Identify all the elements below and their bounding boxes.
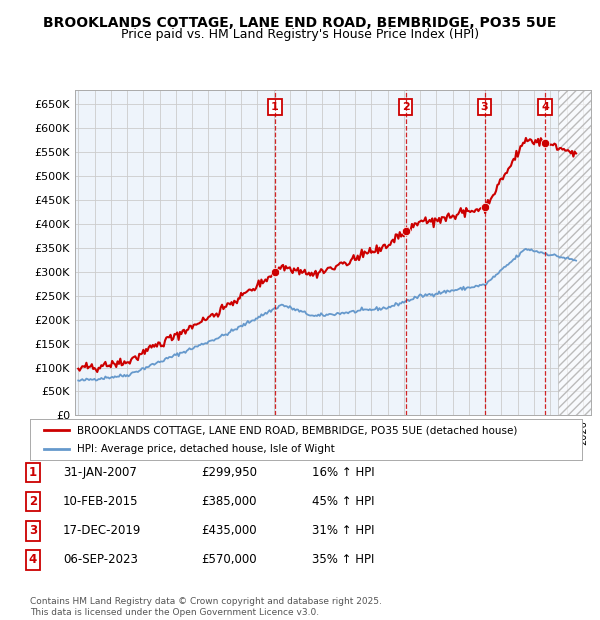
Text: £570,000: £570,000 xyxy=(201,554,257,566)
Text: 10-FEB-2015: 10-FEB-2015 xyxy=(63,495,139,508)
Text: 1: 1 xyxy=(271,102,279,112)
Text: BROOKLANDS COTTAGE, LANE END ROAD, BEMBRIDGE, PO35 5UE: BROOKLANDS COTTAGE, LANE END ROAD, BEMBR… xyxy=(43,16,557,30)
Text: 45% ↑ HPI: 45% ↑ HPI xyxy=(312,495,374,508)
Text: 31-JAN-2007: 31-JAN-2007 xyxy=(63,466,137,479)
Text: 06-SEP-2023: 06-SEP-2023 xyxy=(63,554,138,566)
Text: 31% ↑ HPI: 31% ↑ HPI xyxy=(312,525,374,537)
Text: Price paid vs. HM Land Registry's House Price Index (HPI): Price paid vs. HM Land Registry's House … xyxy=(121,28,479,41)
Text: 35% ↑ HPI: 35% ↑ HPI xyxy=(312,554,374,566)
Text: £435,000: £435,000 xyxy=(201,525,257,537)
Text: 1: 1 xyxy=(29,466,37,479)
Text: 2: 2 xyxy=(29,495,37,508)
Text: HPI: Average price, detached house, Isle of Wight: HPI: Average price, detached house, Isle… xyxy=(77,444,335,454)
Text: Contains HM Land Registry data © Crown copyright and database right 2025.
This d: Contains HM Land Registry data © Crown c… xyxy=(30,598,382,617)
Text: 3: 3 xyxy=(481,102,488,112)
Text: 16% ↑ HPI: 16% ↑ HPI xyxy=(312,466,374,479)
Text: 2: 2 xyxy=(402,102,410,112)
Text: 17-DEC-2019: 17-DEC-2019 xyxy=(63,525,142,537)
Text: 4: 4 xyxy=(29,554,37,566)
Text: £299,950: £299,950 xyxy=(201,466,257,479)
Text: BROOKLANDS COTTAGE, LANE END ROAD, BEMBRIDGE, PO35 5UE (detached house): BROOKLANDS COTTAGE, LANE END ROAD, BEMBR… xyxy=(77,425,517,435)
Text: 4: 4 xyxy=(541,102,549,112)
Text: £385,000: £385,000 xyxy=(201,495,257,508)
Text: 3: 3 xyxy=(29,525,37,537)
